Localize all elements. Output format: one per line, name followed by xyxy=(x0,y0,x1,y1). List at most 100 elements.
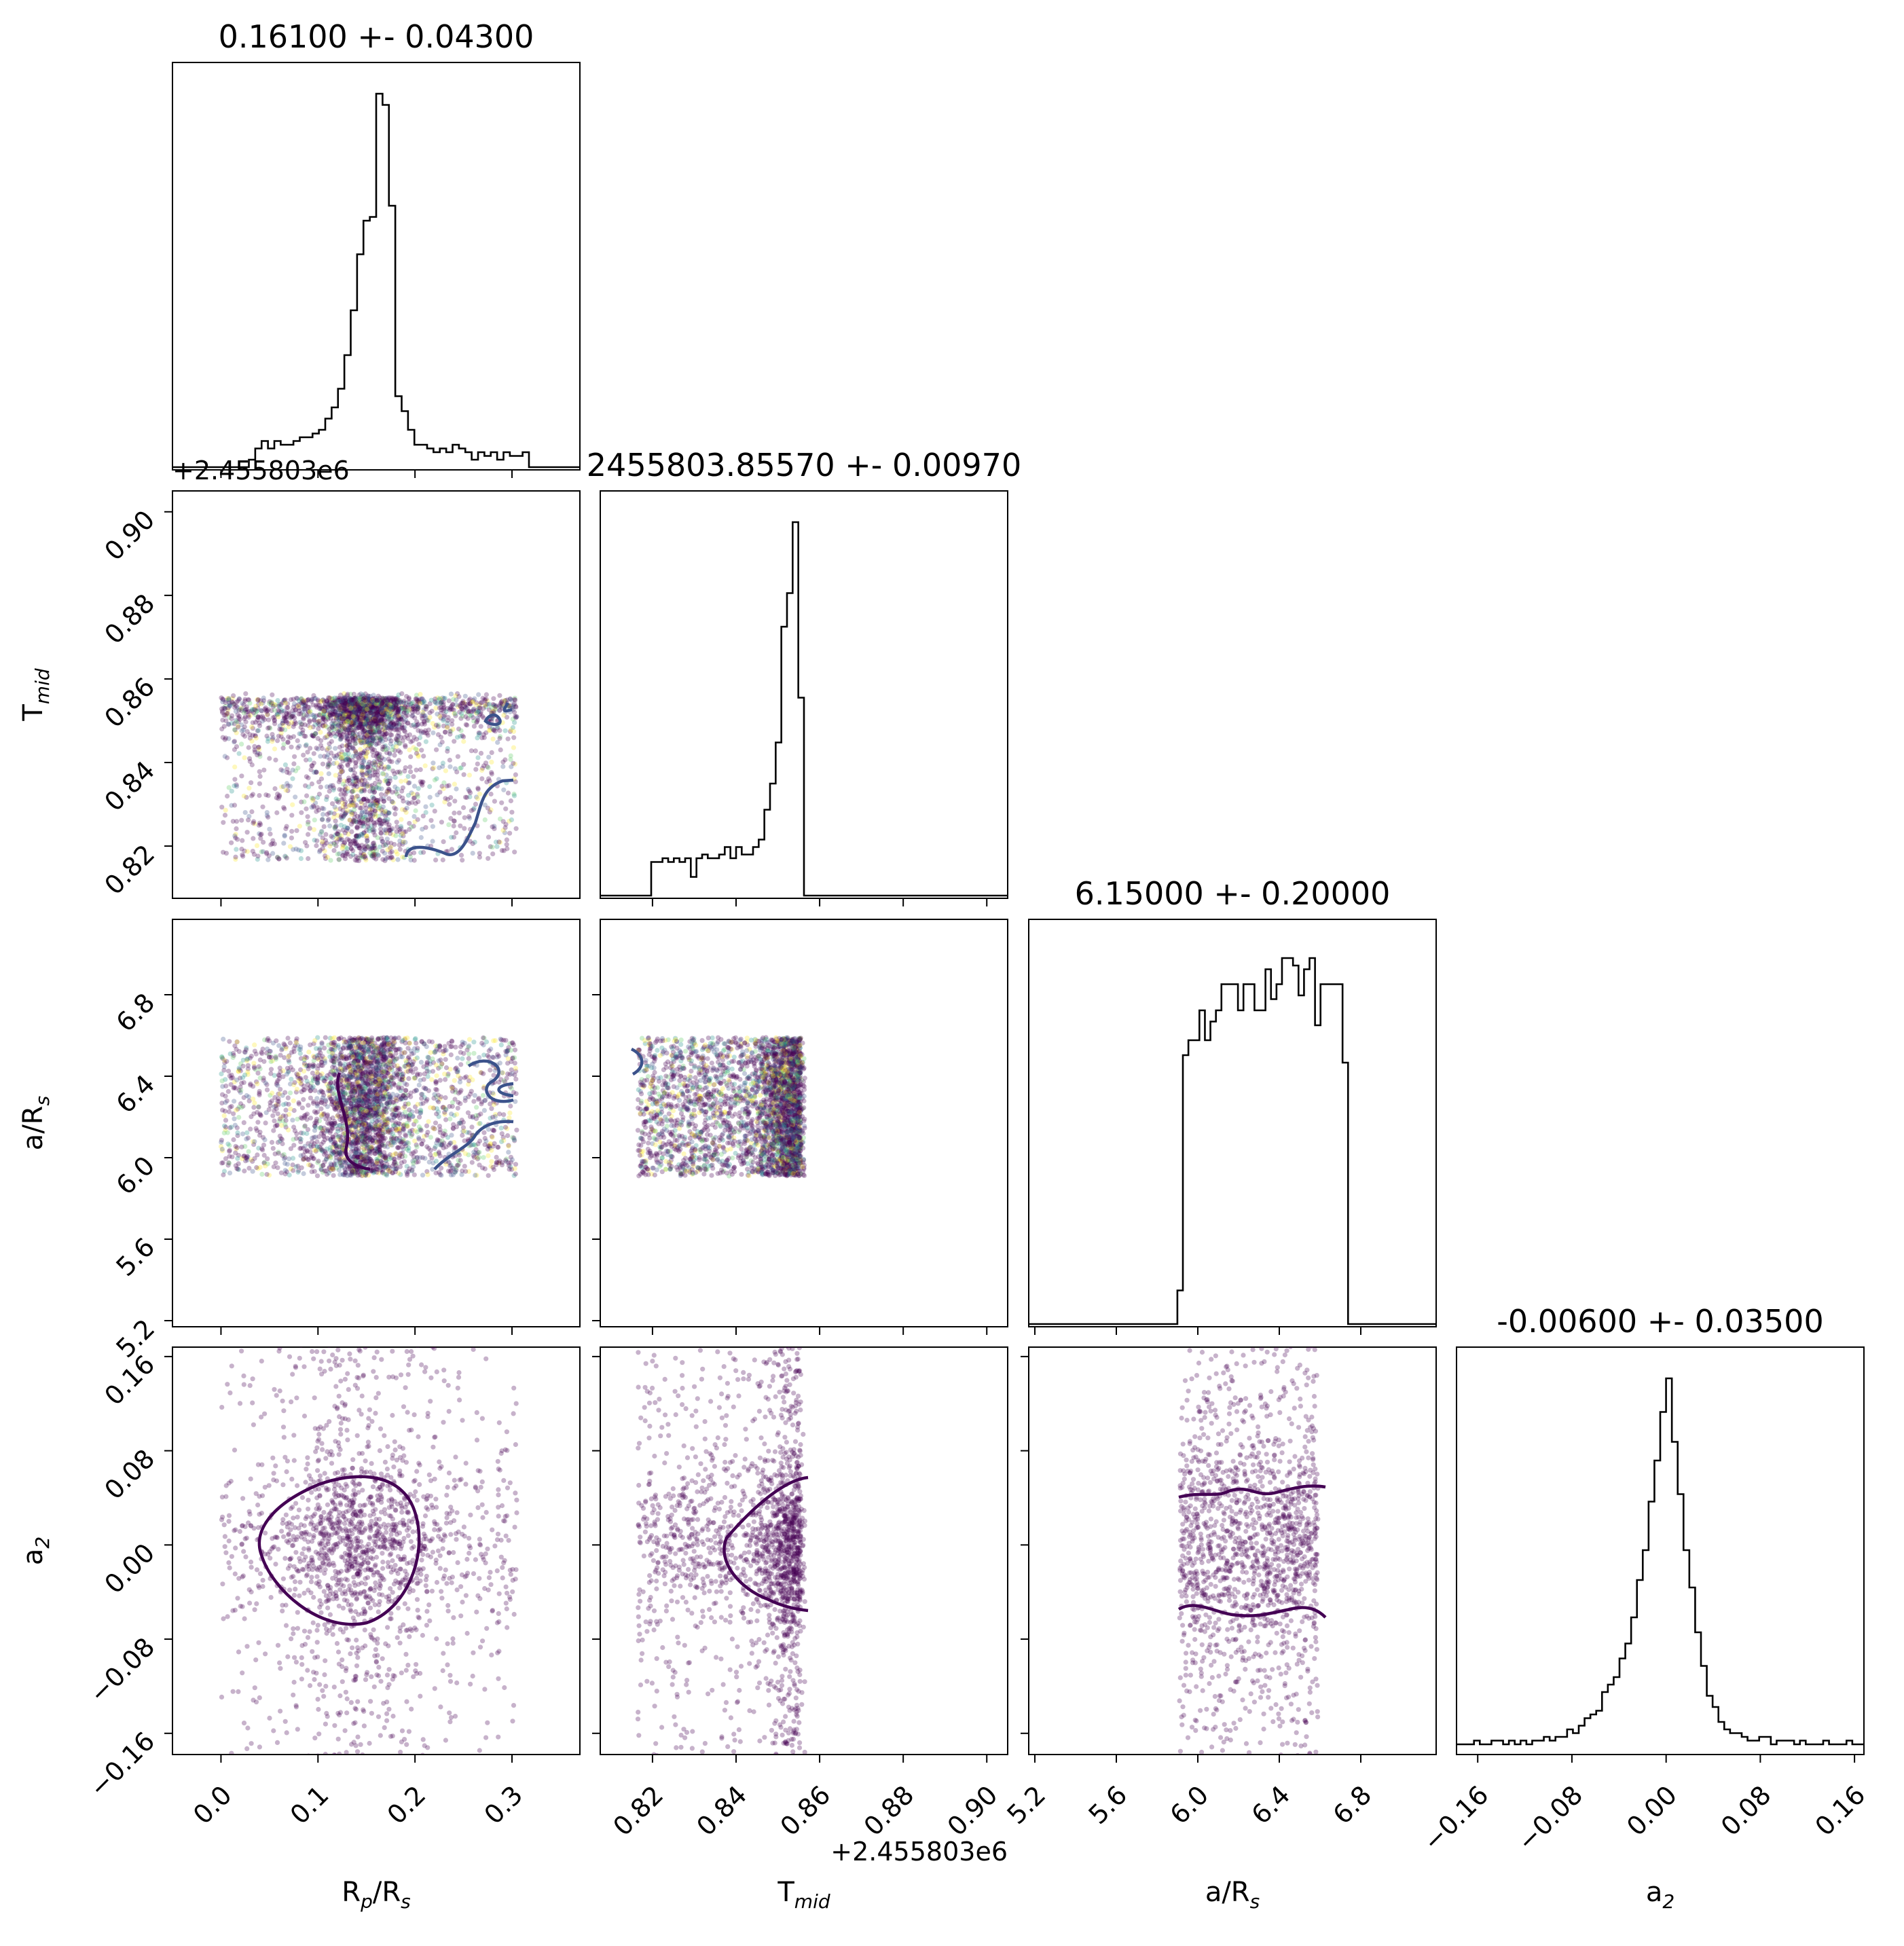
point xyxy=(364,751,369,756)
point xyxy=(371,851,377,856)
point xyxy=(361,782,367,788)
point xyxy=(310,763,315,769)
point xyxy=(361,759,366,765)
point xyxy=(371,693,376,698)
point xyxy=(366,735,371,741)
point xyxy=(384,772,389,777)
point xyxy=(393,736,399,741)
point xyxy=(356,702,361,708)
point xyxy=(222,813,228,818)
point xyxy=(254,708,259,714)
point xyxy=(390,790,395,795)
point xyxy=(362,728,367,733)
point xyxy=(469,1160,475,1165)
point xyxy=(344,693,350,698)
point xyxy=(344,718,349,724)
point xyxy=(380,712,386,718)
point xyxy=(348,691,354,697)
point xyxy=(350,722,356,727)
point xyxy=(397,769,403,775)
point xyxy=(371,823,378,828)
point xyxy=(345,788,350,794)
point xyxy=(249,762,255,768)
point xyxy=(398,824,404,829)
point xyxy=(407,765,413,770)
point xyxy=(488,727,493,733)
point xyxy=(365,765,371,770)
point xyxy=(405,708,411,714)
point xyxy=(340,723,345,729)
point xyxy=(470,841,475,847)
point xyxy=(252,821,257,826)
point xyxy=(363,727,368,732)
point xyxy=(364,784,369,789)
point xyxy=(358,703,363,708)
point xyxy=(350,810,355,815)
point xyxy=(470,851,475,856)
point xyxy=(276,714,281,720)
point xyxy=(383,813,388,819)
point xyxy=(316,792,322,797)
point xyxy=(346,722,351,728)
point xyxy=(498,816,503,822)
point xyxy=(381,810,386,815)
point xyxy=(397,827,403,832)
point xyxy=(498,747,503,752)
point xyxy=(334,798,340,804)
point xyxy=(283,826,289,832)
point xyxy=(408,739,414,745)
point xyxy=(242,755,247,760)
point xyxy=(378,830,384,836)
point xyxy=(352,702,357,708)
point xyxy=(361,796,367,802)
point xyxy=(459,705,464,712)
point xyxy=(347,818,352,823)
point xyxy=(288,697,294,702)
axes-frame xyxy=(172,62,581,471)
point xyxy=(376,763,382,768)
point xyxy=(353,712,359,718)
point xyxy=(293,720,299,727)
point xyxy=(255,853,261,859)
point xyxy=(230,700,235,705)
point xyxy=(475,755,481,760)
point xyxy=(337,707,343,712)
point xyxy=(239,708,244,714)
point xyxy=(447,707,453,713)
point xyxy=(382,766,387,771)
point xyxy=(413,746,419,752)
point xyxy=(441,706,446,712)
point xyxy=(354,775,360,780)
point xyxy=(386,828,392,833)
point xyxy=(378,699,384,705)
point xyxy=(416,754,421,759)
point xyxy=(430,839,435,844)
point xyxy=(428,697,434,703)
point xyxy=(477,1054,482,1060)
point xyxy=(221,712,227,718)
point xyxy=(272,746,278,752)
point xyxy=(403,1132,408,1137)
point xyxy=(340,853,346,858)
point xyxy=(306,820,311,825)
point xyxy=(355,714,361,720)
point xyxy=(285,740,291,746)
point xyxy=(266,725,272,731)
point xyxy=(342,695,348,700)
point xyxy=(372,704,378,710)
point xyxy=(456,704,461,710)
point xyxy=(348,696,353,701)
point xyxy=(299,799,304,805)
point xyxy=(344,712,350,717)
point xyxy=(359,705,365,710)
point xyxy=(312,722,318,727)
point xyxy=(233,857,238,862)
point xyxy=(246,786,252,791)
point xyxy=(356,819,362,824)
point xyxy=(439,820,445,825)
point xyxy=(483,704,489,710)
point xyxy=(239,1144,244,1150)
point xyxy=(379,755,385,760)
point xyxy=(511,745,517,750)
point xyxy=(311,751,316,756)
